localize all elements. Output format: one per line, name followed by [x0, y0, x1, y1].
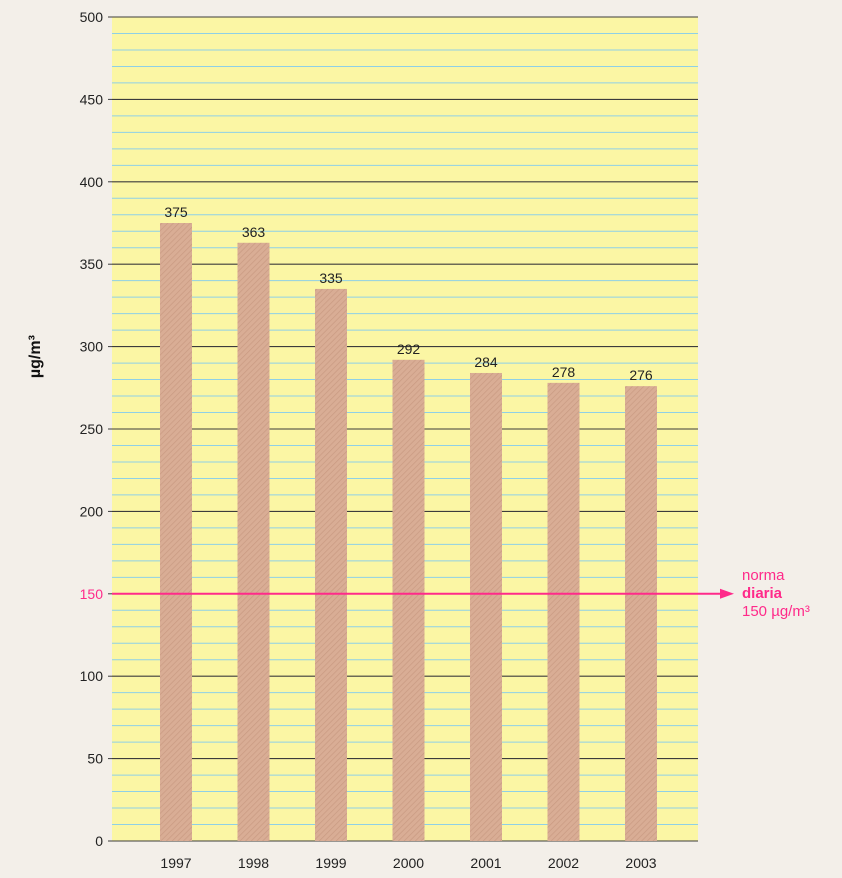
- reference-note-line: 150 µg/m³: [742, 603, 810, 620]
- data-label: 363: [242, 224, 266, 240]
- x-tick-label: 2000: [393, 855, 424, 871]
- y-tick-label: 0: [95, 833, 103, 849]
- x-tick-label: 1997: [160, 855, 191, 871]
- y-axis-label: µg/m³: [27, 335, 44, 378]
- axes: 0 50 100 150 200 250 300 350 400 450 500 1997 1998 19…: [80, 9, 657, 871]
- bar-1998: [237, 242, 270, 841]
- y-tick-label: 300: [80, 339, 104, 355]
- reference-note-line: diaria: [742, 585, 783, 602]
- y-tick-label: 200: [80, 503, 104, 519]
- x-tick-label: 1999: [315, 855, 346, 871]
- reference-arrow: [720, 588, 734, 599]
- bar-2001: [470, 372, 502, 841]
- data-label: 335: [319, 270, 343, 286]
- bar-2002: [547, 382, 580, 841]
- y-tick-label: 500: [80, 9, 104, 25]
- data-label: 375: [164, 204, 188, 220]
- bar-1999: [315, 288, 347, 841]
- bars: 375 363 335 292 284 278 276: [160, 204, 657, 841]
- reference-note-line: norma: [742, 567, 785, 584]
- y-tick-label: 250: [80, 421, 104, 437]
- y-tick-label: 400: [80, 174, 104, 190]
- data-label: 276: [629, 367, 653, 383]
- data-label: 292: [397, 341, 421, 357]
- y-tick-label: 50: [87, 751, 103, 767]
- y-tick-label: 100: [80, 668, 104, 684]
- bar-2000: [392, 359, 425, 841]
- x-tick-label: 1998: [238, 855, 269, 871]
- x-tick-label: 2003: [625, 855, 656, 871]
- y-tick-label: 450: [80, 91, 104, 107]
- y-tick-label: 150: [80, 586, 104, 602]
- bar-2003: [625, 386, 657, 841]
- x-tick-label: 2001: [470, 855, 501, 871]
- bar-1997: [160, 223, 192, 841]
- x-tick-label: 2002: [548, 855, 579, 871]
- data-label: 278: [552, 364, 576, 380]
- data-label: 284: [474, 354, 498, 370]
- y-tick-label: 350: [80, 256, 104, 272]
